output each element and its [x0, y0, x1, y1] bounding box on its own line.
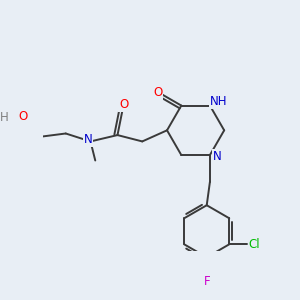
Text: N: N [212, 150, 221, 163]
Text: O: O [153, 85, 162, 99]
Text: N: N [84, 133, 92, 146]
Text: NH: NH [210, 95, 227, 108]
Text: F: F [203, 274, 210, 288]
Text: Cl: Cl [249, 238, 260, 251]
Text: O: O [18, 110, 28, 122]
Text: H: H [0, 111, 8, 124]
Text: O: O [119, 98, 128, 111]
